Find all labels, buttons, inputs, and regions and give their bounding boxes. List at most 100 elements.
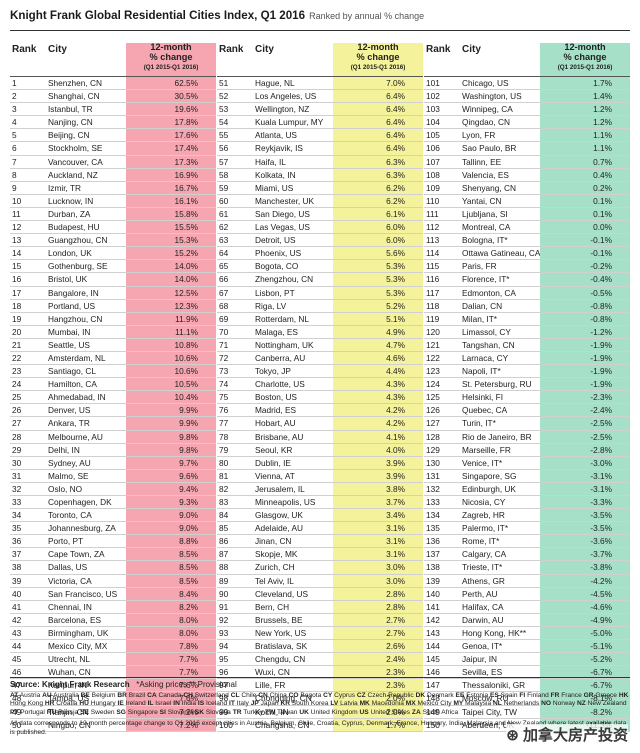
change-cell: -5.1%	[540, 640, 630, 653]
country-name: Chile	[241, 691, 257, 699]
change-cell: 4.3%	[333, 391, 423, 404]
country-name: Czech Republic	[367, 691, 414, 699]
country-name: United States	[370, 708, 411, 716]
country-code-entry: IT Italy	[229, 700, 251, 707]
rank-cell: 9	[12, 182, 17, 193]
country-code: FR	[550, 691, 560, 699]
country-code-entry: UK United Kingdom	[299, 709, 359, 716]
rank-cell: 113	[426, 235, 440, 246]
rank-cell: 26	[12, 405, 22, 416]
rank-cell: 55	[219, 130, 229, 141]
city-cell: St. Petersburg, RU	[462, 379, 532, 390]
country-code: NO	[541, 700, 551, 708]
city-cell: Seoul, KR	[255, 444, 293, 455]
city-cell: Beijing, CN	[48, 130, 90, 141]
city-cell: Napoli, IT*	[462, 366, 501, 377]
rank-cell: 118	[426, 300, 440, 311]
city-cell: Phoenix, US	[255, 248, 302, 259]
city-cell: Lyon, FR	[462, 130, 496, 141]
city-cell: Rotterdam, NL	[255, 313, 309, 324]
change-cell: 3.4%	[333, 509, 423, 522]
country-code: DK	[415, 691, 426, 699]
table-row: 38 Dallas, US 8.5%	[10, 561, 216, 575]
country-code-entry: AT Austria	[10, 692, 42, 699]
rank-cell: 116	[426, 274, 440, 285]
country-code-entry: TW Taiwan	[265, 709, 299, 716]
city-cell: Montreal, CA	[462, 222, 511, 233]
change-cell: -6.7%	[540, 679, 630, 692]
rank-cell: 8	[12, 169, 17, 180]
rank-cell: 111	[426, 208, 439, 219]
table-row: 125 Helsinki, FI -2.3%	[424, 391, 630, 405]
table-row: 137 Calgary, CA -3.7%	[424, 548, 630, 562]
change-cell: 10.6%	[126, 365, 216, 378]
country-code: CZ	[356, 691, 366, 699]
rank-cell: 4	[12, 117, 17, 128]
page-subtitle: Ranked by annual % change	[309, 11, 425, 21]
country-code-entry: DK Denmark	[416, 692, 456, 699]
rank-cell: 32	[12, 483, 22, 494]
country-code: HR	[44, 700, 55, 708]
table-row: 142 Darwin, AU -4.9%	[424, 613, 630, 627]
change-cell: 9.0%	[126, 522, 216, 535]
city-cell: Kolkata, IN	[255, 169, 296, 180]
city-cell: Melbourne, AU	[48, 431, 103, 442]
change-cell: 10.4%	[126, 391, 216, 404]
rank-cell: 80	[219, 457, 229, 468]
city-cell: Venice, IT*	[462, 457, 503, 468]
table-row: 128 Rio de Janeiro, BR -2.5%	[424, 430, 630, 444]
rank-cell: 143	[426, 627, 440, 638]
rank-cell: 17	[12, 287, 22, 298]
rank-cell: 114	[426, 248, 440, 259]
rank-cell: 145	[426, 654, 440, 665]
change-cell: -5.2%	[540, 653, 630, 666]
table-row: 10 Lucknow, IN 16.1%	[10, 194, 216, 208]
change-cell: 1.4%	[540, 90, 630, 103]
country-code-entry: ES Spain	[490, 692, 519, 699]
rank-cell: 3	[12, 104, 17, 115]
rank-cell: 57	[219, 156, 229, 167]
city-cell: Tianjin, CN	[48, 706, 89, 717]
change-cell: 2.4%	[333, 653, 423, 666]
rank-cell: 79	[219, 444, 229, 455]
table-row: 108 Valencia, ES 0.4%	[424, 168, 630, 182]
rank-cell: 41	[12, 601, 22, 612]
city-cell: Lille, FR	[255, 680, 286, 691]
country-code-entry: SI Slovenia	[160, 709, 195, 716]
country-code-entry: SE Sweden	[80, 709, 116, 716]
rank-cell: 86	[219, 536, 229, 547]
country-code: SK	[194, 708, 205, 716]
change-cell: 2.3%	[333, 666, 423, 679]
change-cell: 0.7%	[540, 155, 630, 168]
table-row: 40 San Francisco, US 8.4%	[10, 587, 216, 601]
city-cell: Ahmedabad, IN	[48, 392, 106, 403]
country-code-entry: NL Netherlands	[493, 700, 541, 707]
country-code: EE	[455, 691, 465, 699]
table-row: 32 Oslo, NO 9.4%	[10, 482, 216, 496]
rank-cell: 29	[12, 444, 22, 455]
header-change-line2: % change	[563, 51, 607, 62]
country-name: Turkey	[243, 708, 264, 716]
country-name: Israel	[155, 700, 172, 708]
country-code-entry: IE Ireland	[117, 700, 147, 707]
country-name: Hong Kong	[10, 700, 43, 708]
table-row: 75 Boston, US 4.3%	[217, 391, 423, 405]
city-cell: Malmo, SE	[48, 470, 89, 481]
change-cell: -0.5%	[540, 286, 630, 299]
city-cell: Seattle, US	[48, 339, 90, 350]
city-cell: Washington, US	[462, 91, 522, 102]
table-row: 44 Mexico City, MX 7.8%	[10, 640, 216, 654]
table-row: 24 Hamilton, CA 10.5%	[10, 378, 216, 392]
rank-cell: 77	[219, 418, 229, 429]
rank-cell: 33	[12, 497, 22, 507]
country-code: GR	[583, 691, 594, 699]
table-row: 55 Atlanta, US 6.4%	[217, 129, 423, 143]
change-cell: -2.5%	[540, 430, 630, 443]
country-code-entry: BR Brazil	[117, 692, 147, 699]
table-row: 146 Sevilla, ES -6.7%	[424, 666, 630, 680]
header-rank: Rank	[219, 44, 244, 55]
country-code-entry: AU Australia	[42, 692, 81, 699]
city-cell: Kuala Lumpur, MY	[255, 117, 324, 128]
change-cell: 5.1%	[333, 312, 423, 325]
change-cell: 1.1%	[540, 142, 630, 155]
